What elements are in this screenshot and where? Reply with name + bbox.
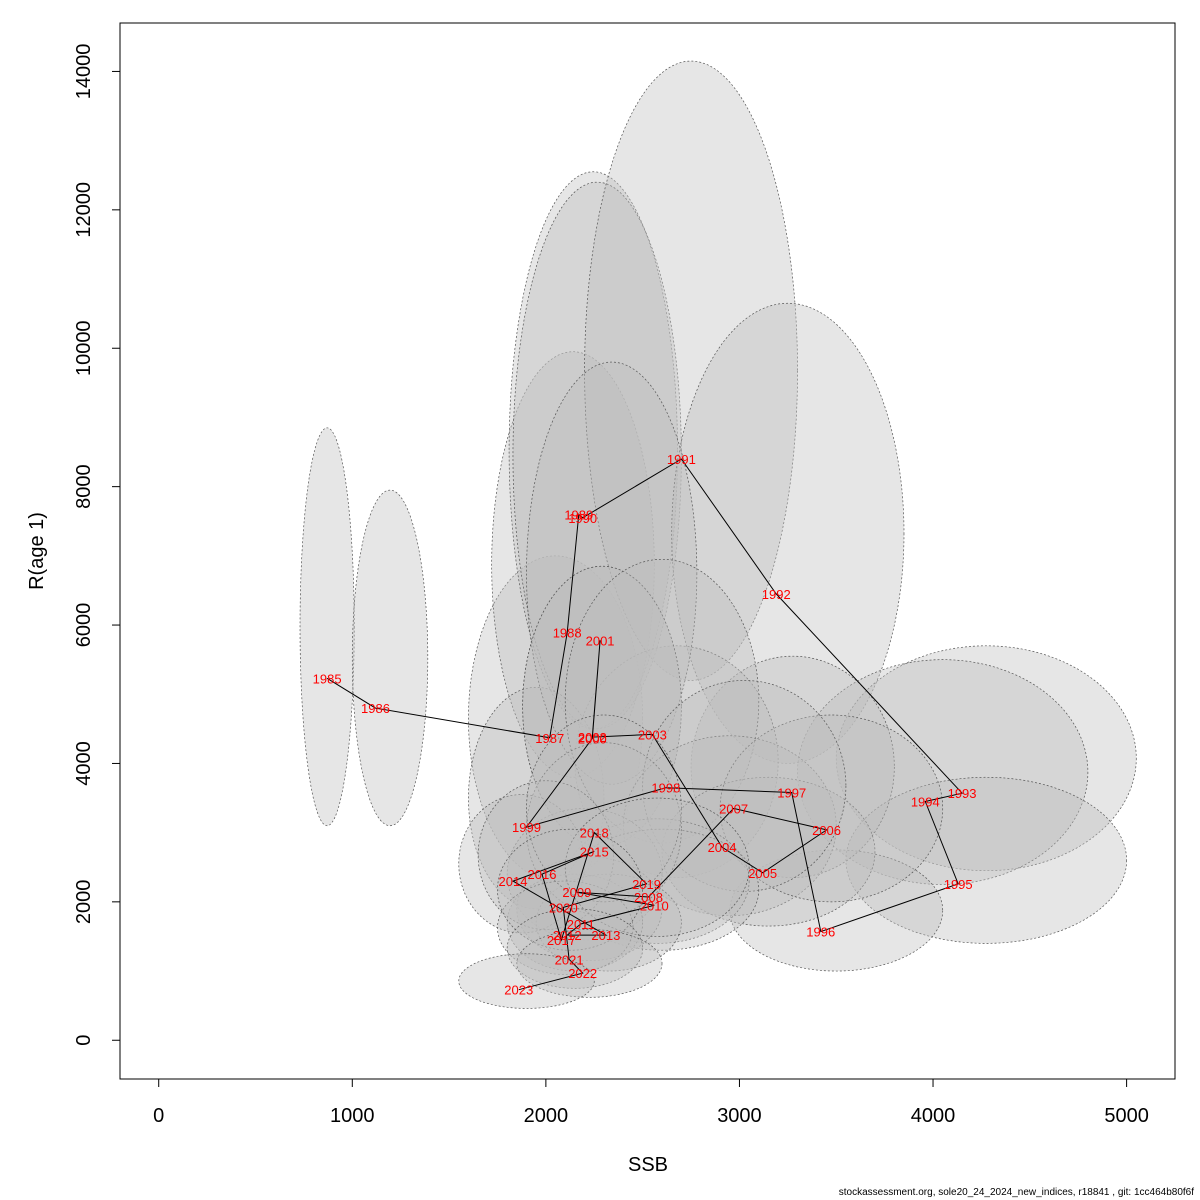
confidence-ellipse-2011 [516, 856, 663, 962]
year-label-2023: 2023 [504, 983, 533, 998]
x-axis: 0 1000 2000 3000 4000 5000 [153, 1078, 1149, 1127]
year-label-2020: 2020 [549, 900, 578, 915]
year-label-2009: 2009 [562, 885, 591, 900]
year-label-2008: 2008 [634, 890, 663, 905]
year-label-1990: 1990 [568, 511, 597, 526]
confidence-ellipse-1985 [299, 427, 355, 827]
y-tick-label-12000: 12000 [73, 182, 95, 238]
confidence-ellipse-2000 [522, 565, 682, 847]
year-label-1999: 1999 [512, 820, 541, 835]
confidence-ellipse-2009 [506, 808, 663, 941]
confidence-ellipse-2004 [622, 735, 837, 917]
x-tick-label-4000: 4000 [911, 1105, 956, 1127]
x-tick-label-5000: 5000 [1104, 1105, 1149, 1127]
confidence-ellipse-1991 [584, 60, 798, 681]
confidence-ellipse-1999 [468, 686, 605, 910]
confidence-ellipse-2019 [564, 797, 750, 937]
confidence-ellipse-1992 [671, 302, 905, 764]
y-tick-label-10000: 10000 [73, 320, 95, 376]
year-label-1988: 1988 [553, 626, 582, 641]
year-label-1998: 1998 [651, 781, 680, 796]
x-tick-label-0: 0 [153, 1105, 164, 1127]
y-axis: 0 2000 4000 6000 8000 10000 12000 14000 [73, 44, 121, 1046]
year-label-2000: 2000 [578, 732, 607, 747]
confidence-ellipse-2008 [564, 818, 750, 944]
year-label-2021: 2021 [555, 952, 584, 967]
year-label-2010: 2010 [640, 898, 669, 913]
year-label-2003: 2003 [638, 727, 667, 742]
year-label-1996: 1996 [806, 925, 835, 940]
y-tick-label-8000: 8000 [73, 464, 95, 509]
year-label-2013: 2013 [591, 928, 620, 943]
year-label-1994: 1994 [911, 795, 940, 810]
confidence-ellipse-2020 [497, 828, 644, 951]
confidence-ellipse-2007 [642, 680, 847, 892]
year-label-1989: 1989 [564, 507, 593, 522]
confidence-ellipse-2002 [522, 565, 682, 847]
year-label-2007: 2007 [719, 801, 748, 816]
confidence-ellipse-2023 [458, 953, 595, 1009]
confidence-ellipse-2003 [564, 558, 760, 844]
year-label-2011: 2011 [567, 917, 595, 932]
year-label-1992: 1992 [762, 587, 791, 602]
year-label-2005: 2005 [748, 866, 777, 881]
confidence-ellipse-1986 [351, 489, 429, 827]
confidence-ellipse-1993 [835, 645, 1137, 872]
year-label-2015: 2015 [580, 844, 609, 859]
confidence-ellipse-2021 [506, 908, 644, 989]
y-tick-label-0: 0 [73, 1035, 95, 1046]
y-tick-label-4000: 4000 [73, 741, 95, 786]
year-label-2016: 2016 [528, 867, 557, 882]
confidence-ellipse-2018 [526, 714, 682, 903]
x-tick-label-3000: 3000 [717, 1105, 762, 1127]
y-axis-title: R(age 1) [26, 512, 48, 590]
footer-credit: stockassessment.org, sole20_24_2024_new_… [838, 1187, 1194, 1198]
y-tick-label-6000: 6000 [73, 603, 95, 648]
year-label-2001: 2001 [586, 633, 615, 648]
year-label-1993: 1993 [948, 786, 977, 801]
year-label-2019: 2019 [632, 877, 661, 892]
year-label-1997: 1997 [777, 786, 806, 801]
year-label-2006: 2006 [812, 823, 841, 838]
confidence-ellipse-1988 [491, 351, 655, 778]
trajectory-line [326, 458, 964, 991]
year-label-2022: 2022 [568, 966, 597, 981]
ellipse-layer [299, 60, 1137, 1009]
confidence-ellipse-2006 [719, 714, 944, 903]
y-tick-label-2000: 2000 [73, 880, 95, 925]
y-tick-label-14000: 14000 [73, 44, 95, 100]
trajectory-layer [326, 458, 964, 991]
confidence-ellipse-2013 [535, 873, 682, 972]
year-label-2017: 2017 [547, 933, 576, 948]
confidence-ellipse-1997 [690, 655, 895, 878]
x-tick-label-2000: 2000 [524, 1105, 569, 1127]
confidence-ellipse-1996 [729, 849, 944, 972]
year-label-2002: 2002 [578, 730, 607, 745]
confidence-ellipse-1990 [512, 181, 682, 730]
year-label-2014: 2014 [499, 874, 528, 889]
year-label-1985: 1985 [313, 671, 342, 686]
confidence-ellipse-2001 [526, 361, 698, 785]
x-tick-label-1000: 1000 [330, 1105, 375, 1127]
year-label-2018: 2018 [580, 826, 609, 841]
confidence-ellipse-2005 [661, 776, 876, 927]
year-label-1986: 1986 [361, 701, 390, 716]
year-label-2012: 2012 [553, 928, 582, 943]
confidence-ellipse-1995 [845, 776, 1127, 944]
year-label-2004: 2004 [708, 840, 737, 855]
x-axis-title: SSB [628, 1154, 668, 1176]
year-label-1991: 1991 [667, 452, 696, 467]
year-label-1987: 1987 [535, 731, 564, 746]
year-label-1995: 1995 [944, 877, 973, 892]
